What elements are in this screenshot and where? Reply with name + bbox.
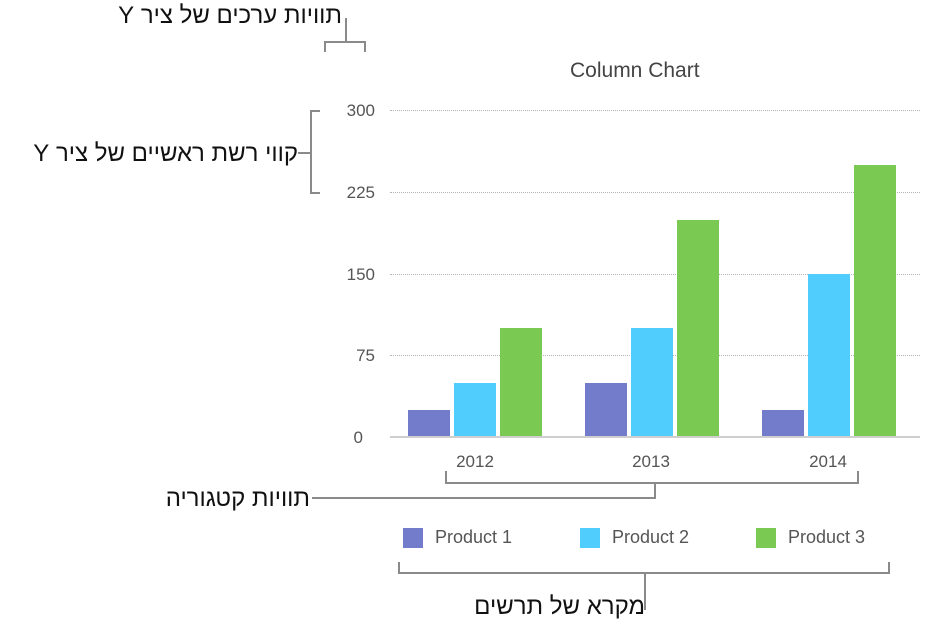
- legend-label-product2: Product 2: [612, 527, 690, 547]
- category-bracket-right: [857, 471, 859, 483]
- y-value-labels-bracket-left: [324, 41, 326, 52]
- legend-label-product3: Product 3: [788, 527, 866, 547]
- bar-2013-product1: [585, 382, 627, 437]
- y-gridlines-bracket-bottom: [310, 192, 320, 194]
- legend-bracket-left: [398, 562, 400, 573]
- gridline-150: [390, 274, 920, 275]
- legend-label-product1: Product 1: [435, 527, 513, 547]
- y-gridlines-callout: קווי רשת ראשיים של ציר Y: [33, 140, 298, 167]
- bar-2012-product3: [500, 328, 542, 437]
- legend-bracket-stem: [644, 572, 646, 610]
- bar-2014-product2: [808, 274, 850, 437]
- x-axis-baseline: [390, 436, 920, 438]
- legend-bracket-right: [888, 562, 890, 573]
- y-gridlines-bracket-top: [310, 110, 320, 112]
- gridline-225: [390, 192, 920, 193]
- category-label-2014: 2014: [809, 452, 847, 471]
- legend-callout: מקרא של תרשים: [474, 593, 645, 620]
- y-value-labels-bracket-stem: [345, 18, 347, 42]
- y-tick-0: 0: [353, 428, 363, 447]
- legend-swatch-product2: [580, 528, 600, 548]
- y-gridlines-bracket: [310, 110, 312, 194]
- category-bracket-left: [445, 471, 447, 483]
- category-label-2012: 2012: [456, 452, 494, 471]
- category-bracket-stem: [654, 482, 656, 499]
- chart-title: Column Chart: [570, 59, 700, 82]
- y-tick-225: 225: [346, 183, 375, 202]
- y-tick-75: 75: [356, 346, 375, 365]
- y-tick-300: 300: [346, 101, 375, 120]
- category-bracket: [445, 482, 859, 484]
- gridline-300: [390, 110, 920, 111]
- y-value-labels-bracket-right: [364, 41, 366, 52]
- bar-2012-product2: [454, 382, 496, 437]
- legend-swatch-product1: [403, 528, 423, 548]
- bar-2014-product3: [854, 165, 896, 437]
- category-leader: [312, 497, 656, 499]
- y-gridlines-bracket-stem: [298, 152, 310, 154]
- bar-2014-product1: [762, 409, 804, 437]
- bar-2012-product1: [408, 409, 450, 437]
- bar-2013-product3: [677, 219, 719, 437]
- bar-2013-product2: [631, 328, 673, 437]
- y-value-labels-callout: תוויות ערכים של ציר Y: [118, 2, 342, 29]
- legend-swatch-product3: [756, 528, 776, 548]
- y-value-labels-bracket: [324, 41, 366, 43]
- y-tick-150: 150: [346, 265, 375, 284]
- category-labels-callout: תוויות קטגוריה: [165, 485, 310, 512]
- category-label-2013: 2013: [632, 452, 670, 471]
